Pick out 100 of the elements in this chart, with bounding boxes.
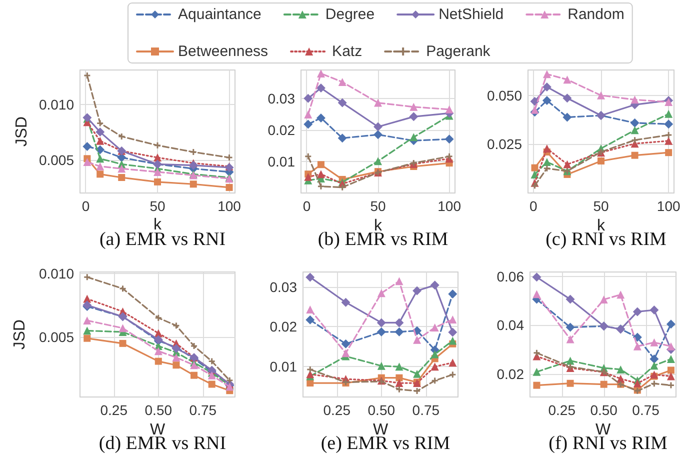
point [562, 94, 572, 103]
y-tick-label: 0.04 [496, 317, 524, 334]
point [154, 154, 162, 162]
x-tick-label: 0.75 [632, 402, 660, 418]
point [448, 358, 457, 367]
point [448, 336, 457, 345]
point [188, 160, 198, 170]
point [531, 164, 538, 172]
point [316, 83, 326, 92]
point [84, 72, 90, 79]
x-tick-label: 0.75 [189, 402, 217, 418]
point [119, 340, 126, 347]
legend-label: Aquaintance [178, 6, 262, 23]
legend-label: Degree [325, 6, 375, 23]
point [304, 94, 313, 103]
point [190, 372, 198, 379]
point [173, 322, 180, 329]
point [374, 130, 382, 140]
point [208, 380, 216, 388]
y-tick-label: 0.02 [270, 318, 298, 335]
point [96, 154, 104, 163]
point [446, 153, 452, 160]
point [338, 78, 346, 86]
point [118, 324, 127, 332]
point [306, 306, 314, 314]
point [597, 91, 605, 100]
point [316, 170, 325, 178]
point [448, 316, 457, 324]
point [84, 274, 90, 280]
point [432, 378, 438, 384]
point [377, 362, 386, 370]
y-tick-label: 0.02 [496, 366, 524, 382]
point [317, 161, 324, 168]
point [396, 386, 402, 392]
y-tick-label: 0.02 [268, 122, 296, 138]
point [650, 306, 659, 315]
point [562, 112, 572, 122]
point [430, 362, 439, 371]
point [410, 102, 418, 111]
point [190, 180, 197, 188]
point [338, 98, 347, 108]
text: (b) EMR vs RIM [318, 229, 448, 250]
point [97, 120, 104, 126]
point [430, 280, 440, 290]
x-tick-label: 0.75 [412, 402, 440, 418]
point [633, 342, 642, 350]
x-tick-label: 0 [530, 198, 538, 214]
point [191, 342, 198, 349]
x-tick-label: 100 [218, 198, 242, 214]
point [533, 382, 540, 389]
y-tick-label: 0.050 [486, 87, 522, 104]
y-tick-label: 0.025 [486, 136, 522, 152]
point [394, 318, 404, 328]
point [666, 342, 675, 350]
y-tick-label: 0.01 [270, 358, 298, 375]
y-tick-label: 0.010 [38, 265, 74, 282]
x-tick-label: 0.25 [323, 402, 351, 418]
x-tick-label: 50 [150, 198, 166, 214]
point [83, 158, 92, 166]
point [630, 118, 640, 128]
point [154, 142, 160, 148]
point [338, 134, 347, 143]
point [82, 142, 92, 151]
point [377, 289, 386, 298]
point [96, 162, 104, 170]
point [155, 314, 162, 321]
point [409, 112, 418, 122]
point [532, 290, 541, 298]
x-tick-label: 100 [656, 198, 680, 214]
x-tick-label: 0 [302, 198, 311, 214]
point [650, 338, 658, 346]
x-tick-label: 0.25 [100, 402, 128, 418]
point [341, 298, 350, 307]
point [445, 105, 454, 114]
point [316, 113, 326, 122]
point [448, 289, 458, 298]
point [96, 128, 105, 137]
point [304, 110, 312, 118]
point [118, 174, 126, 181]
y-tick-label: 0.01 [268, 153, 296, 170]
x-tick-label: 50 [593, 198, 609, 214]
point [395, 277, 404, 286]
point [208, 358, 215, 364]
x-tick-label: 0.50 [368, 402, 396, 418]
point [96, 170, 104, 178]
point [664, 98, 673, 106]
point [566, 335, 574, 344]
point [448, 328, 458, 337]
x-tick-label: 0.50 [144, 402, 172, 418]
y-tick-label: 0.06 [496, 268, 524, 284]
point [450, 372, 456, 378]
point [430, 324, 439, 332]
point [376, 327, 386, 336]
point [226, 377, 233, 384]
point [632, 307, 642, 316]
point [532, 272, 542, 282]
point [374, 122, 382, 132]
text: (f) RNI vs RIM [548, 433, 668, 454]
y-tick-label: 0.03 [268, 90, 296, 106]
point [563, 160, 572, 168]
